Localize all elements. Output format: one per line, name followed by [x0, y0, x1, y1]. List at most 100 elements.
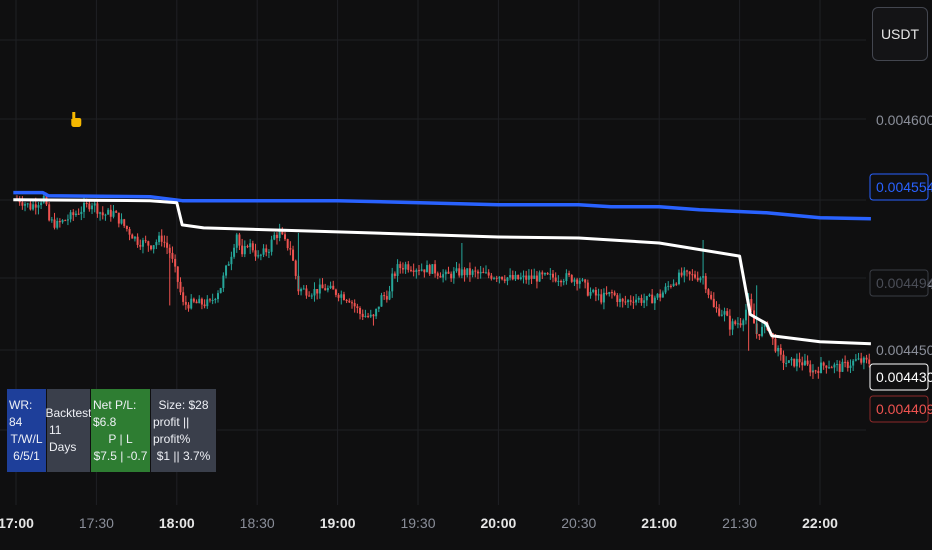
candle-body: [667, 285, 670, 287]
candle-body: [817, 370, 820, 374]
candle-body: [233, 247, 236, 257]
candle-body: [479, 271, 482, 274]
candle-body: [160, 235, 163, 242]
size-cell: Size: $28 profit || profit% $1 || 3.7%: [151, 389, 217, 472]
candle-body: [222, 275, 225, 289]
candle-body: [696, 277, 699, 281]
candle-body: [779, 347, 782, 355]
candle-body: [112, 211, 115, 217]
candle-body: [48, 204, 51, 221]
candle-body: [243, 246, 246, 255]
winrate-line-2: T/W/L: [10, 431, 43, 446]
candle-body: [672, 283, 675, 286]
candle-body: [230, 256, 233, 265]
candle-body: [664, 286, 667, 293]
candle-body: [56, 221, 59, 228]
candle-body: [136, 236, 139, 245]
candle-body: [308, 295, 311, 297]
candle-body: [324, 288, 327, 291]
candle-body: [452, 271, 455, 279]
candle-body: [761, 326, 764, 336]
candle-body: [289, 248, 292, 250]
candle-body: [651, 294, 654, 304]
price-badge-red: [869, 395, 929, 423]
candle-body: [340, 294, 343, 298]
candle-body: [688, 271, 691, 275]
candle-body: [91, 205, 94, 210]
candle-body: [686, 270, 688, 272]
y-tick-label: 0.004600: [876, 112, 932, 128]
winrate-line-3: 6/5/1: [13, 448, 40, 463]
candle-body: [806, 360, 809, 365]
candle-body: [833, 364, 836, 368]
time-scale[interactable]: 17:00 17:30 18:00 18:30 19:00 19:30 20:00 20:30…: [0, 515, 838, 531]
price-badge-label: 0.004554: [876, 179, 932, 195]
candle-body: [259, 254, 262, 256]
candle-body: [533, 275, 536, 279]
candle-body: [351, 302, 353, 304]
candle-body: [704, 276, 707, 290]
candle-body: [109, 209, 112, 217]
x-tick-label: 22:00: [802, 515, 838, 531]
candle-body: [50, 219, 53, 221]
candle-body: [334, 289, 337, 295]
candle-body: [468, 268, 471, 275]
candle-body: [723, 311, 726, 315]
candle-body: [803, 360, 806, 366]
candle-body: [822, 362, 825, 366]
candle-body: [782, 354, 785, 363]
candle-body: [720, 314, 723, 316]
candle-body: [326, 288, 329, 291]
candle-body: [85, 203, 88, 205]
backtest-line-1: Backtest: [45, 406, 92, 420]
candle-body: [353, 303, 356, 307]
candle-body: [608, 292, 611, 295]
candle-body: [589, 291, 592, 296]
candle-body: [712, 298, 715, 308]
candle-body: [648, 294, 651, 297]
x-tick-label: 20:30: [561, 515, 596, 531]
candle-body: [627, 300, 630, 303]
candle-body: [168, 247, 171, 253]
candle-body: [302, 288, 305, 290]
candle-body: [538, 272, 541, 282]
candle-body: [139, 244, 142, 247]
candle-body: [179, 281, 182, 293]
candle-body: [158, 235, 161, 243]
candle-body: [83, 203, 85, 212]
candle-body: [369, 314, 372, 317]
price-scale[interactable]: 0.0046000.0044940.0044500.0045540.004494…: [869, 112, 932, 423]
candle-body: [562, 281, 565, 283]
candle-body: [238, 234, 241, 246]
candle-body: [487, 272, 490, 276]
candle-body: [120, 219, 123, 224]
candle-body: [798, 358, 801, 363]
candle-body: [718, 308, 721, 316]
candle-body: [434, 264, 437, 274]
candle-body: [439, 275, 442, 278]
candle-body: [838, 363, 841, 372]
candle-body: [125, 225, 128, 230]
candle-body: [206, 299, 209, 307]
candle-body: [602, 292, 605, 303]
candle-body: [375, 308, 378, 317]
candle-body: [624, 301, 627, 303]
net-pl-line-3: $7.5 | -0.7: [93, 448, 148, 463]
grid-lines: [0, 0, 866, 505]
candle-body: [691, 274, 694, 276]
candle-body: [300, 289, 303, 292]
candle-body: [471, 270, 474, 275]
x-tick-label: 19:00: [320, 515, 356, 531]
candle-body: [777, 347, 780, 352]
hand-shape: [71, 112, 82, 127]
candle-body: [72, 212, 75, 216]
candle-body: [527, 275, 530, 280]
candle-body: [385, 296, 388, 300]
candle-body: [163, 241, 166, 243]
winrate-cell: WR: 84 T/W/L 6/5/1: [7, 389, 47, 472]
candle-body: [637, 297, 640, 300]
candle-body: [128, 229, 131, 235]
currency-button[interactable]: USDT: [872, 7, 928, 61]
candle-body: [610, 292, 613, 294]
candle-body: [372, 314, 375, 317]
